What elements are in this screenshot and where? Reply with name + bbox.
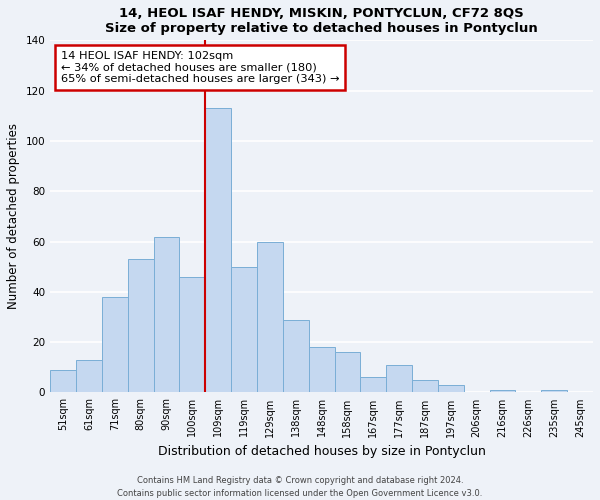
Bar [283, 320, 308, 392]
Bar [128, 259, 154, 392]
Bar [76, 360, 102, 392]
Bar [308, 347, 335, 393]
Bar [154, 236, 179, 392]
Y-axis label: Number of detached properties: Number of detached properties [7, 124, 20, 310]
Bar [490, 390, 515, 392]
Bar [438, 385, 464, 392]
Bar [335, 352, 361, 393]
Bar [50, 370, 76, 392]
Text: Contains HM Land Registry data © Crown copyright and database right 2024.
Contai: Contains HM Land Registry data © Crown c… [118, 476, 482, 498]
Title: 14, HEOL ISAF HENDY, MISKIN, PONTYCLUN, CF72 8QS
Size of property relative to de: 14, HEOL ISAF HENDY, MISKIN, PONTYCLUN, … [105, 7, 538, 35]
Bar [541, 390, 567, 392]
Bar [179, 277, 205, 392]
Bar [386, 365, 412, 392]
Bar [361, 378, 386, 392]
Bar [102, 297, 128, 392]
Bar [412, 380, 438, 392]
Bar [231, 266, 257, 392]
X-axis label: Distribution of detached houses by size in Pontyclun: Distribution of detached houses by size … [158, 445, 485, 458]
Bar [257, 242, 283, 392]
Text: 14 HEOL ISAF HENDY: 102sqm
← 34% of detached houses are smaller (180)
65% of sem: 14 HEOL ISAF HENDY: 102sqm ← 34% of deta… [61, 51, 340, 84]
Bar [205, 108, 231, 393]
